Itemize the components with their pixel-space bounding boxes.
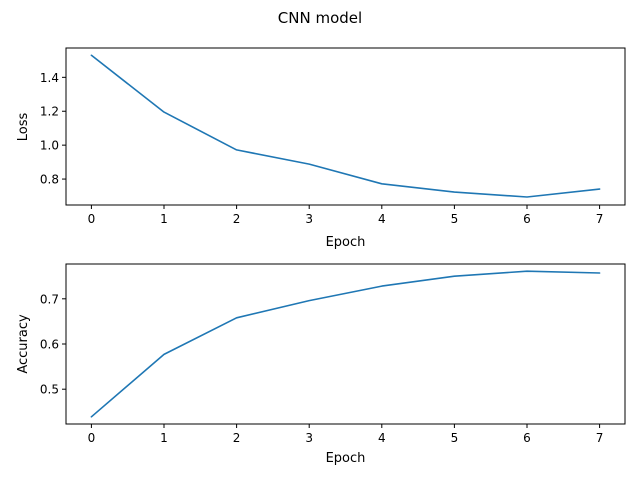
loss-series-line (90, 54, 601, 198)
accuracy-x-tick-label: 6 (523, 431, 531, 445)
loss-y-tick-label: 1.2 (40, 105, 59, 119)
loss-chart: Epoch Loss 0 1 2 3 4 5 6 7 0.8 1.0 1.2 1.4 (16, 47, 626, 250)
loss-axes-frame (65, 47, 626, 206)
accuracy-series-line (90, 270, 601, 418)
loss-x-tick-label: 6 (523, 212, 531, 226)
accuracy-x-tick-label: 7 (596, 431, 604, 445)
accuracy-y-axis-label: Accuracy (16, 314, 31, 374)
accuracy-y-tick-label: 0.5 (40, 383, 59, 397)
accuracy-x-tick-label: 5 (451, 431, 459, 445)
accuracy-x-tick-label: 0 (88, 431, 96, 445)
loss-x-tick-label: 1 (160, 212, 168, 226)
accuracy-x-tick-label: 3 (305, 431, 313, 445)
loss-x-tick-label: 2 (233, 212, 241, 226)
loss-y-tick-label: 1.4 (40, 71, 59, 85)
accuracy-x-tick-label: 2 (233, 431, 241, 445)
loss-y-tick-label: 0.8 (40, 173, 59, 187)
loss-x-axis-label: Epoch (326, 235, 366, 250)
accuracy-x-axis-label: Epoch (326, 451, 366, 466)
accuracy-x-tick-label: 1 (160, 431, 168, 445)
loss-x-tick-label: 4 (378, 212, 386, 226)
loss-x-tick-label: 3 (305, 212, 313, 226)
loss-x-tick-label: 0 (88, 212, 96, 226)
loss-y-axis-label: Loss (16, 113, 31, 142)
accuracy-chart: Epoch Accuracy 0 1 2 3 4 5 6 7 0.5 0.6 0.7 (16, 263, 626, 466)
accuracy-y-tick-label: 0.6 (40, 338, 59, 352)
loss-x-tick-label: 5 (451, 212, 459, 226)
accuracy-x-tick-label: 4 (378, 431, 386, 445)
loss-x-tick-label: 7 (596, 212, 604, 226)
loss-y-tick-label: 1.0 (40, 139, 59, 153)
accuracy-axes-frame (65, 263, 626, 425)
accuracy-y-tick-label: 0.7 (40, 292, 59, 306)
figure-title: CNN model (278, 9, 362, 27)
